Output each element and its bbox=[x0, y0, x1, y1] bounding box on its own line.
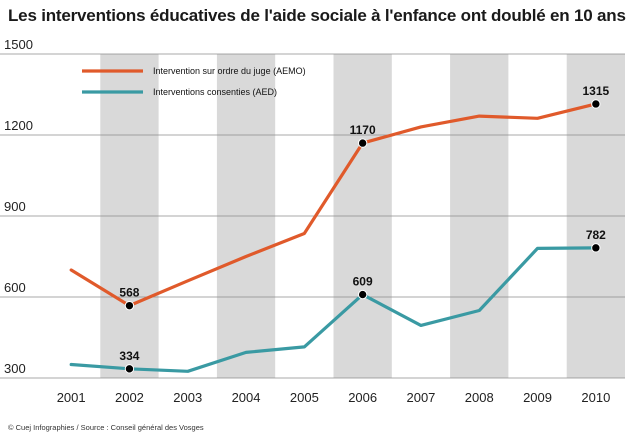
data-point bbox=[357, 138, 368, 148]
y-tick-label: 1200 bbox=[4, 118, 33, 133]
data-point bbox=[591, 99, 601, 109]
series-line-0 bbox=[69, 102, 598, 308]
legend-label: Intervention sur ordre du juge (AEMO) bbox=[153, 66, 306, 76]
data-point bbox=[357, 289, 368, 300]
x-tick-label: 2007 bbox=[406, 390, 435, 405]
series-line-1 bbox=[69, 246, 598, 373]
x-tick-label: 2002 bbox=[115, 390, 144, 405]
y-tick-label: 600 bbox=[4, 280, 26, 295]
data-point bbox=[124, 300, 135, 311]
y-tick-label: 900 bbox=[4, 199, 26, 214]
x-tick-label: 2004 bbox=[232, 390, 261, 405]
y-tick-label: 300 bbox=[4, 361, 26, 376]
legend-label: Interventions consenties (AED) bbox=[153, 87, 277, 97]
data-label: 1170 bbox=[350, 123, 376, 137]
x-tick-label: 2006 bbox=[348, 390, 377, 405]
source-credit: © Cuej Infographies / Source : Conseil g… bbox=[8, 423, 204, 432]
data-label: 568 bbox=[119, 286, 139, 300]
data-label: 609 bbox=[353, 275, 373, 289]
chart-title: Les interventions éducatives de l'aide s… bbox=[8, 6, 626, 25]
data-label: 334 bbox=[119, 349, 139, 363]
x-tick-label: 2010 bbox=[581, 390, 610, 405]
data-label: 1315 bbox=[582, 84, 609, 98]
y-tick-label: 1500 bbox=[4, 37, 33, 52]
data-point bbox=[591, 243, 601, 253]
x-tick-label: 2009 bbox=[523, 390, 552, 405]
x-tick-label: 2001 bbox=[57, 390, 86, 405]
x-tick-label: 2003 bbox=[173, 390, 202, 405]
data-label: 782 bbox=[586, 228, 606, 242]
x-tick-label: 2008 bbox=[465, 390, 494, 405]
data-point bbox=[124, 364, 135, 374]
x-tick-label: 2005 bbox=[290, 390, 319, 405]
